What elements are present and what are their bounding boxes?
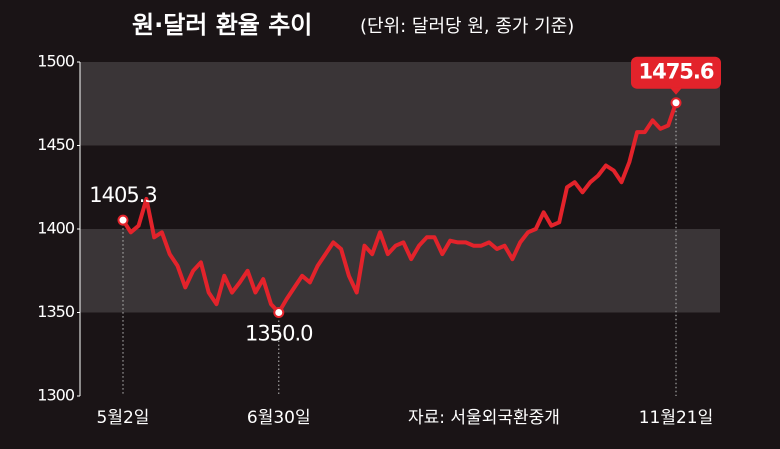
x-tick-label: 5월2일 — [97, 408, 150, 428]
y-tick-label: 1500 — [37, 52, 75, 71]
chart-subtitle: (단위: 달러당 원, 종가 기준) — [360, 16, 574, 37]
label-pointer — [670, 87, 682, 95]
x-tick-label: 6월30일 — [247, 408, 311, 428]
x-tick-label: 11월21일 — [639, 408, 714, 428]
chart-title: 원·달러 환율 추이 — [132, 11, 312, 39]
y-tick-label: 1300 — [37, 386, 75, 405]
point-marker — [117, 214, 129, 226]
y-tick-label: 1400 — [37, 219, 75, 238]
line — [121, 102, 678, 315]
data-label: 1350.0 — [245, 322, 312, 346]
data-label: 1475.6 — [638, 60, 713, 84]
data-label: 1405.3 — [89, 183, 156, 207]
grid-band — [80, 62, 720, 146]
y-tick-label: 1350 — [37, 302, 75, 321]
point-marker — [273, 307, 285, 318]
source: 자료: 서울외국환중개 — [408, 408, 560, 428]
label-box — [631, 56, 721, 89]
y-tick-label: 1450 — [37, 135, 75, 154]
grid-band — [80, 229, 720, 313]
point-marker — [670, 97, 682, 109]
